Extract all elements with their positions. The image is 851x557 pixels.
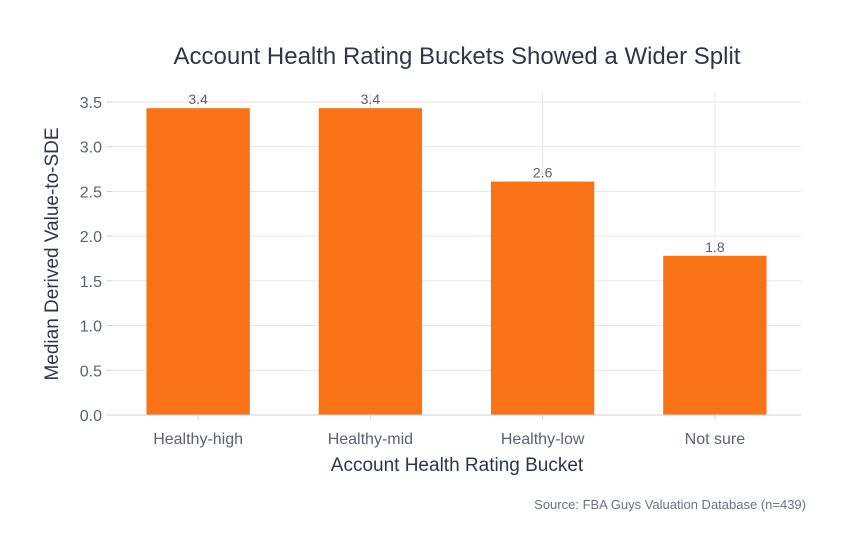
bar-value-label: 2.6 xyxy=(533,165,553,181)
y-tick-label: 0.0 xyxy=(80,408,102,425)
y-tick-label: 1.0 xyxy=(80,319,102,336)
source-note: Source: FBA Guys Valuation Database (n=4… xyxy=(534,497,806,512)
bar-value-label: 3.4 xyxy=(361,91,381,107)
y-axis-label: Median Derived Value-to-SDE xyxy=(42,127,63,380)
x-tick-label: Healthy-high xyxy=(153,431,243,448)
y-tick-label: 0.5 xyxy=(80,363,102,380)
bar-value-label: 3.4 xyxy=(188,91,208,107)
y-tick-label: 1.5 xyxy=(80,274,102,291)
y-tick-label: 3.5 xyxy=(80,95,102,112)
y-tick-label: 2.5 xyxy=(80,184,102,201)
bar-value-label: 1.8 xyxy=(705,239,725,255)
bars xyxy=(146,108,767,415)
y-tick-label: 3.0 xyxy=(80,140,102,157)
bar xyxy=(490,181,595,415)
x-axis-label: Account Health Rating Bucket xyxy=(331,455,584,476)
y-tick-label: 2.0 xyxy=(80,229,102,246)
data-labels: 3.4 3.4 2.6 1.8 xyxy=(188,91,724,255)
x-tick-label: Healthy-low xyxy=(501,431,585,448)
chart-title: Account Health Rating Buckets Showed a W… xyxy=(174,43,741,70)
x-tick-label: Healthy-mid xyxy=(328,431,413,448)
y-tick-labels: 0.0 0.5 1.0 1.5 2.0 2.5 3.0 3.5 xyxy=(80,95,112,425)
bar xyxy=(318,108,423,415)
bar xyxy=(146,108,250,415)
x-tick-label: Not sure xyxy=(685,431,746,448)
x-tick-labels: Healthy-high Healthy-mid Healthy-low Not su… xyxy=(153,415,745,448)
bar xyxy=(663,255,767,415)
